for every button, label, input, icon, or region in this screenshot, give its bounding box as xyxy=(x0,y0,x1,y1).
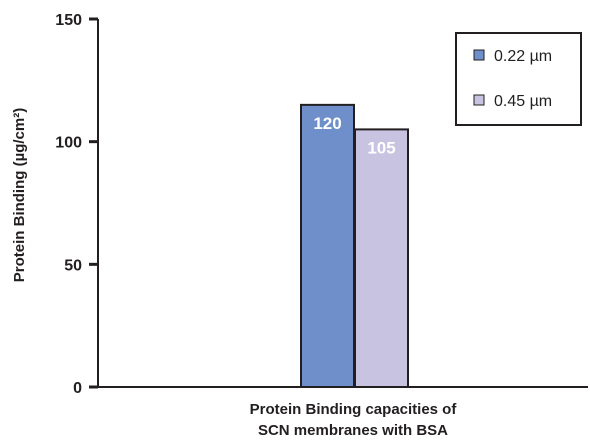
y-axis-title: Protein Binding (µg/cm²) xyxy=(11,108,28,282)
y-tick-label: 100 xyxy=(55,135,82,152)
y-tick-label: 0 xyxy=(73,380,82,397)
bar xyxy=(300,103,355,388)
y-tick-label: 150 xyxy=(55,12,82,29)
bar xyxy=(354,128,409,388)
legend-swatch xyxy=(473,49,485,61)
legend-box xyxy=(455,32,582,126)
bar-data-label: 105 xyxy=(367,138,395,157)
bars: 120 105 xyxy=(300,103,409,388)
y-axis-ticks: 0 50 100 150 xyxy=(55,12,98,397)
legend: 0.22 µm 0.45 µm xyxy=(455,32,582,126)
y-tick-label: 50 xyxy=(64,257,82,274)
legend-swatch xyxy=(473,94,485,106)
x-axis-title-line-1: Protein Binding capacities of xyxy=(250,401,458,418)
legend-label: 0.22 µm xyxy=(494,48,552,65)
legend-label: 0.45 µm xyxy=(494,93,552,110)
x-axis-title-line-2: SCN membranes with BSA xyxy=(258,422,448,439)
bar-data-label: 120 xyxy=(313,114,341,133)
